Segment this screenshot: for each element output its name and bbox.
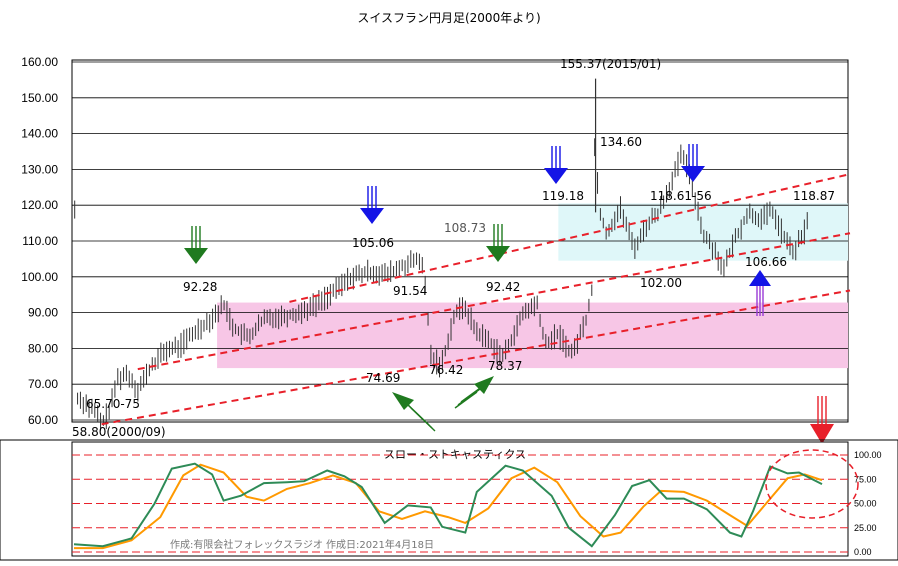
price-annotation: 91.54 [393, 284, 427, 298]
chart-title: スイスフラン円月足(2000年より) [357, 11, 540, 25]
highlight-ellipse [765, 449, 859, 519]
y-tick-label: 140.00 [21, 127, 58, 141]
up-arrow-blue-icon [749, 270, 771, 316]
price-annotation: 76.42 [429, 363, 463, 377]
trendline [137, 232, 851, 371]
trendline [101, 289, 851, 426]
price-annotation: 119.18 [542, 189, 584, 203]
warning-arrow-red-icon [810, 396, 834, 444]
stoch-k-line [73, 462, 823, 548]
down-arrow-green-icon [486, 224, 510, 262]
price-annotation: 108.73 [444, 221, 486, 235]
down-arrow-blue-icon [544, 146, 568, 184]
y-tick-label: 80.00 [28, 341, 58, 355]
stoch-y-tick-label: 75.00 [854, 474, 877, 484]
y-tick-label: 120.00 [21, 198, 58, 212]
y-tick-label: 160.00 [21, 55, 58, 69]
down-arrow-blue-icon [360, 186, 384, 224]
zone-pink [217, 302, 848, 369]
y-tick-label: 130.00 [21, 162, 58, 176]
stoch-y-tick-label: 0.00 [854, 547, 872, 557]
down-arrow-blue-icon [681, 144, 705, 182]
price-annotation: 106.66 [745, 255, 787, 269]
stoch-panel [71, 441, 849, 557]
diagonal-up-arrow-green-icon [392, 376, 494, 432]
price-annotation: 65.70-75 [86, 397, 140, 411]
price-annotation: 74.69 [366, 371, 400, 385]
y-tick-label: 60.00 [28, 413, 58, 427]
y-tick-label: 70.00 [28, 377, 58, 391]
stoch-y-tick-label: 25.00 [854, 523, 877, 533]
stoch-outer-frame [0, 439, 898, 561]
price-annotation: 58.80(2000/09) [72, 425, 166, 439]
y-tick-label: 150.00 [21, 91, 58, 105]
price-annotation: 105.06 [352, 236, 394, 250]
y-tick-label: 100.00 [21, 270, 58, 284]
y-tick-label: 90.00 [28, 306, 58, 320]
price-annotation: 102.00 [640, 276, 682, 290]
price-annotation: 118.87 [793, 189, 835, 203]
stoch-y-tick-label: 100.00 [854, 450, 882, 460]
price-annotation: 134.60 [600, 135, 642, 149]
price-bars [74, 78, 808, 431]
y-tick-label: 110.00 [22, 234, 58, 248]
stoch-title: スロー・ストキャスティクス [384, 448, 526, 461]
stoch-d-line [74, 463, 823, 550]
price-annotation: 118.61-56 [650, 189, 712, 203]
chart-credit: 作成:有限会社フォレックスラジオ 作成日:2021年4月18日 [170, 538, 434, 551]
price-annotation: 92.42 [486, 280, 520, 294]
price-annotation: 92.28 [183, 280, 217, 294]
down-arrow-green-icon [184, 226, 208, 264]
price-annotation: 155.37(2015/01) [560, 57, 661, 71]
stoch-y-tick-label: 50.00 [854, 499, 877, 509]
price-annotation: 78.37 [488, 359, 522, 373]
